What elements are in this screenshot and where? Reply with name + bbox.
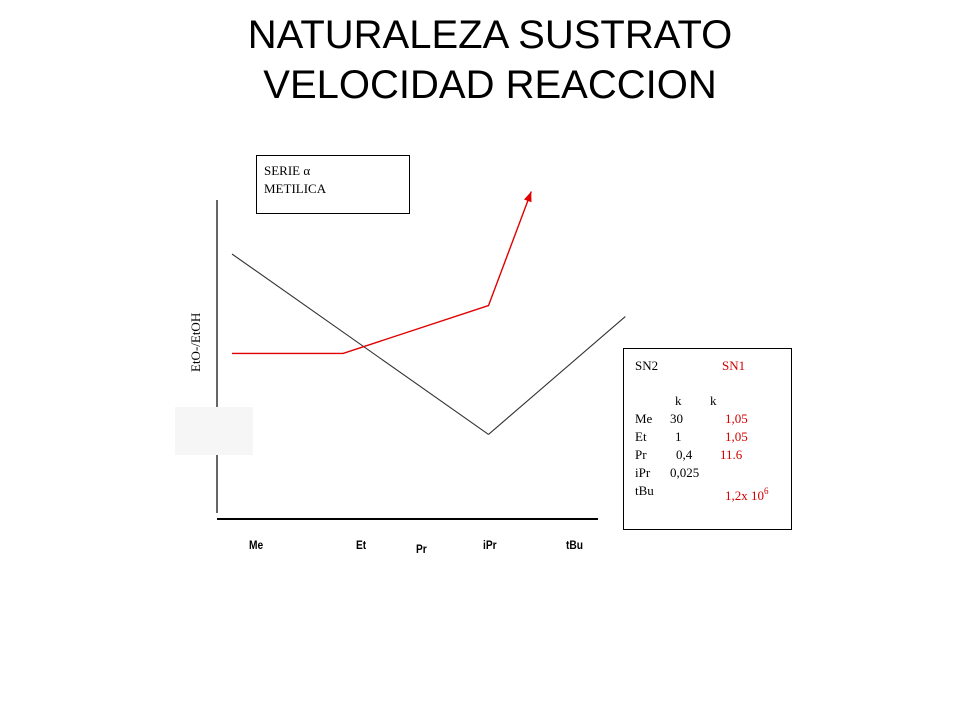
x-tick-label-ipr: iPr xyxy=(483,538,497,552)
x-tick-label-tbu: tBu xyxy=(566,538,583,552)
table-row-sn1-value: 1,05 xyxy=(725,429,748,444)
legend-line-2: METILICA xyxy=(264,181,327,196)
table-row-sn2-value: 0,4 xyxy=(676,447,693,462)
table-header-sn2: SN2 xyxy=(635,358,659,373)
table-k-sn2: k xyxy=(675,393,682,408)
table-row-sn1-value: 1,05 xyxy=(725,411,748,426)
tbu-sn1-exponent: 6 xyxy=(764,486,769,496)
x-tick-label-et: Et xyxy=(356,538,367,552)
table-row-sn2-value: 30 xyxy=(670,411,683,426)
rate-constants-table: SN2 SN1 k k Me 30 1,05 Et 1 1,05 Pr 0,4 … xyxy=(623,348,792,530)
series-line-sn1-2 xyxy=(232,191,532,355)
y-axis-label: EtO-/EtOH xyxy=(188,312,203,372)
x-tick-label-me: Me xyxy=(249,538,264,552)
slide-title: NATURALEZA SUSTRATO VELOCIDAD REACCION xyxy=(0,10,960,110)
title-line-2: VELOCIDAD REACCION xyxy=(263,63,717,107)
table-row-sn1-value: 11.6 xyxy=(720,447,743,462)
series-legend-box: SERIE α METILICA xyxy=(256,155,410,214)
table-row-sn2-value: 0,025 xyxy=(670,465,700,480)
table-k-sn1: k xyxy=(710,393,717,408)
series-arrowhead-sn1 xyxy=(523,191,532,203)
table-row-sn1-value: 1,2x 106 xyxy=(725,483,769,504)
table-row-substrate: Et xyxy=(635,429,647,444)
table-header-sn1: SN1 xyxy=(722,358,746,373)
tbu-sn1-mantissa: 1,2x 10 xyxy=(725,488,764,503)
table-row-substrate: iPr xyxy=(635,465,651,480)
table-row-substrate: Pr xyxy=(635,447,647,462)
x-tick-label-pr: Pr xyxy=(416,542,427,556)
series-line-sn2-1 xyxy=(488,316,626,435)
table-row-sn2-value: 1 xyxy=(675,429,682,444)
series-line-sn2-0 xyxy=(231,253,489,435)
table-row-substrate: Me xyxy=(635,411,653,426)
alpha-symbol: α xyxy=(303,163,311,178)
table-row-substrate: tBu xyxy=(635,483,654,498)
legend-serie-text: SERIE xyxy=(264,163,301,178)
faint-artifact xyxy=(175,407,253,455)
legend-line-1: SERIE α xyxy=(264,162,409,180)
title-line-1: NATURALEZA SUSTRATO xyxy=(247,13,733,57)
